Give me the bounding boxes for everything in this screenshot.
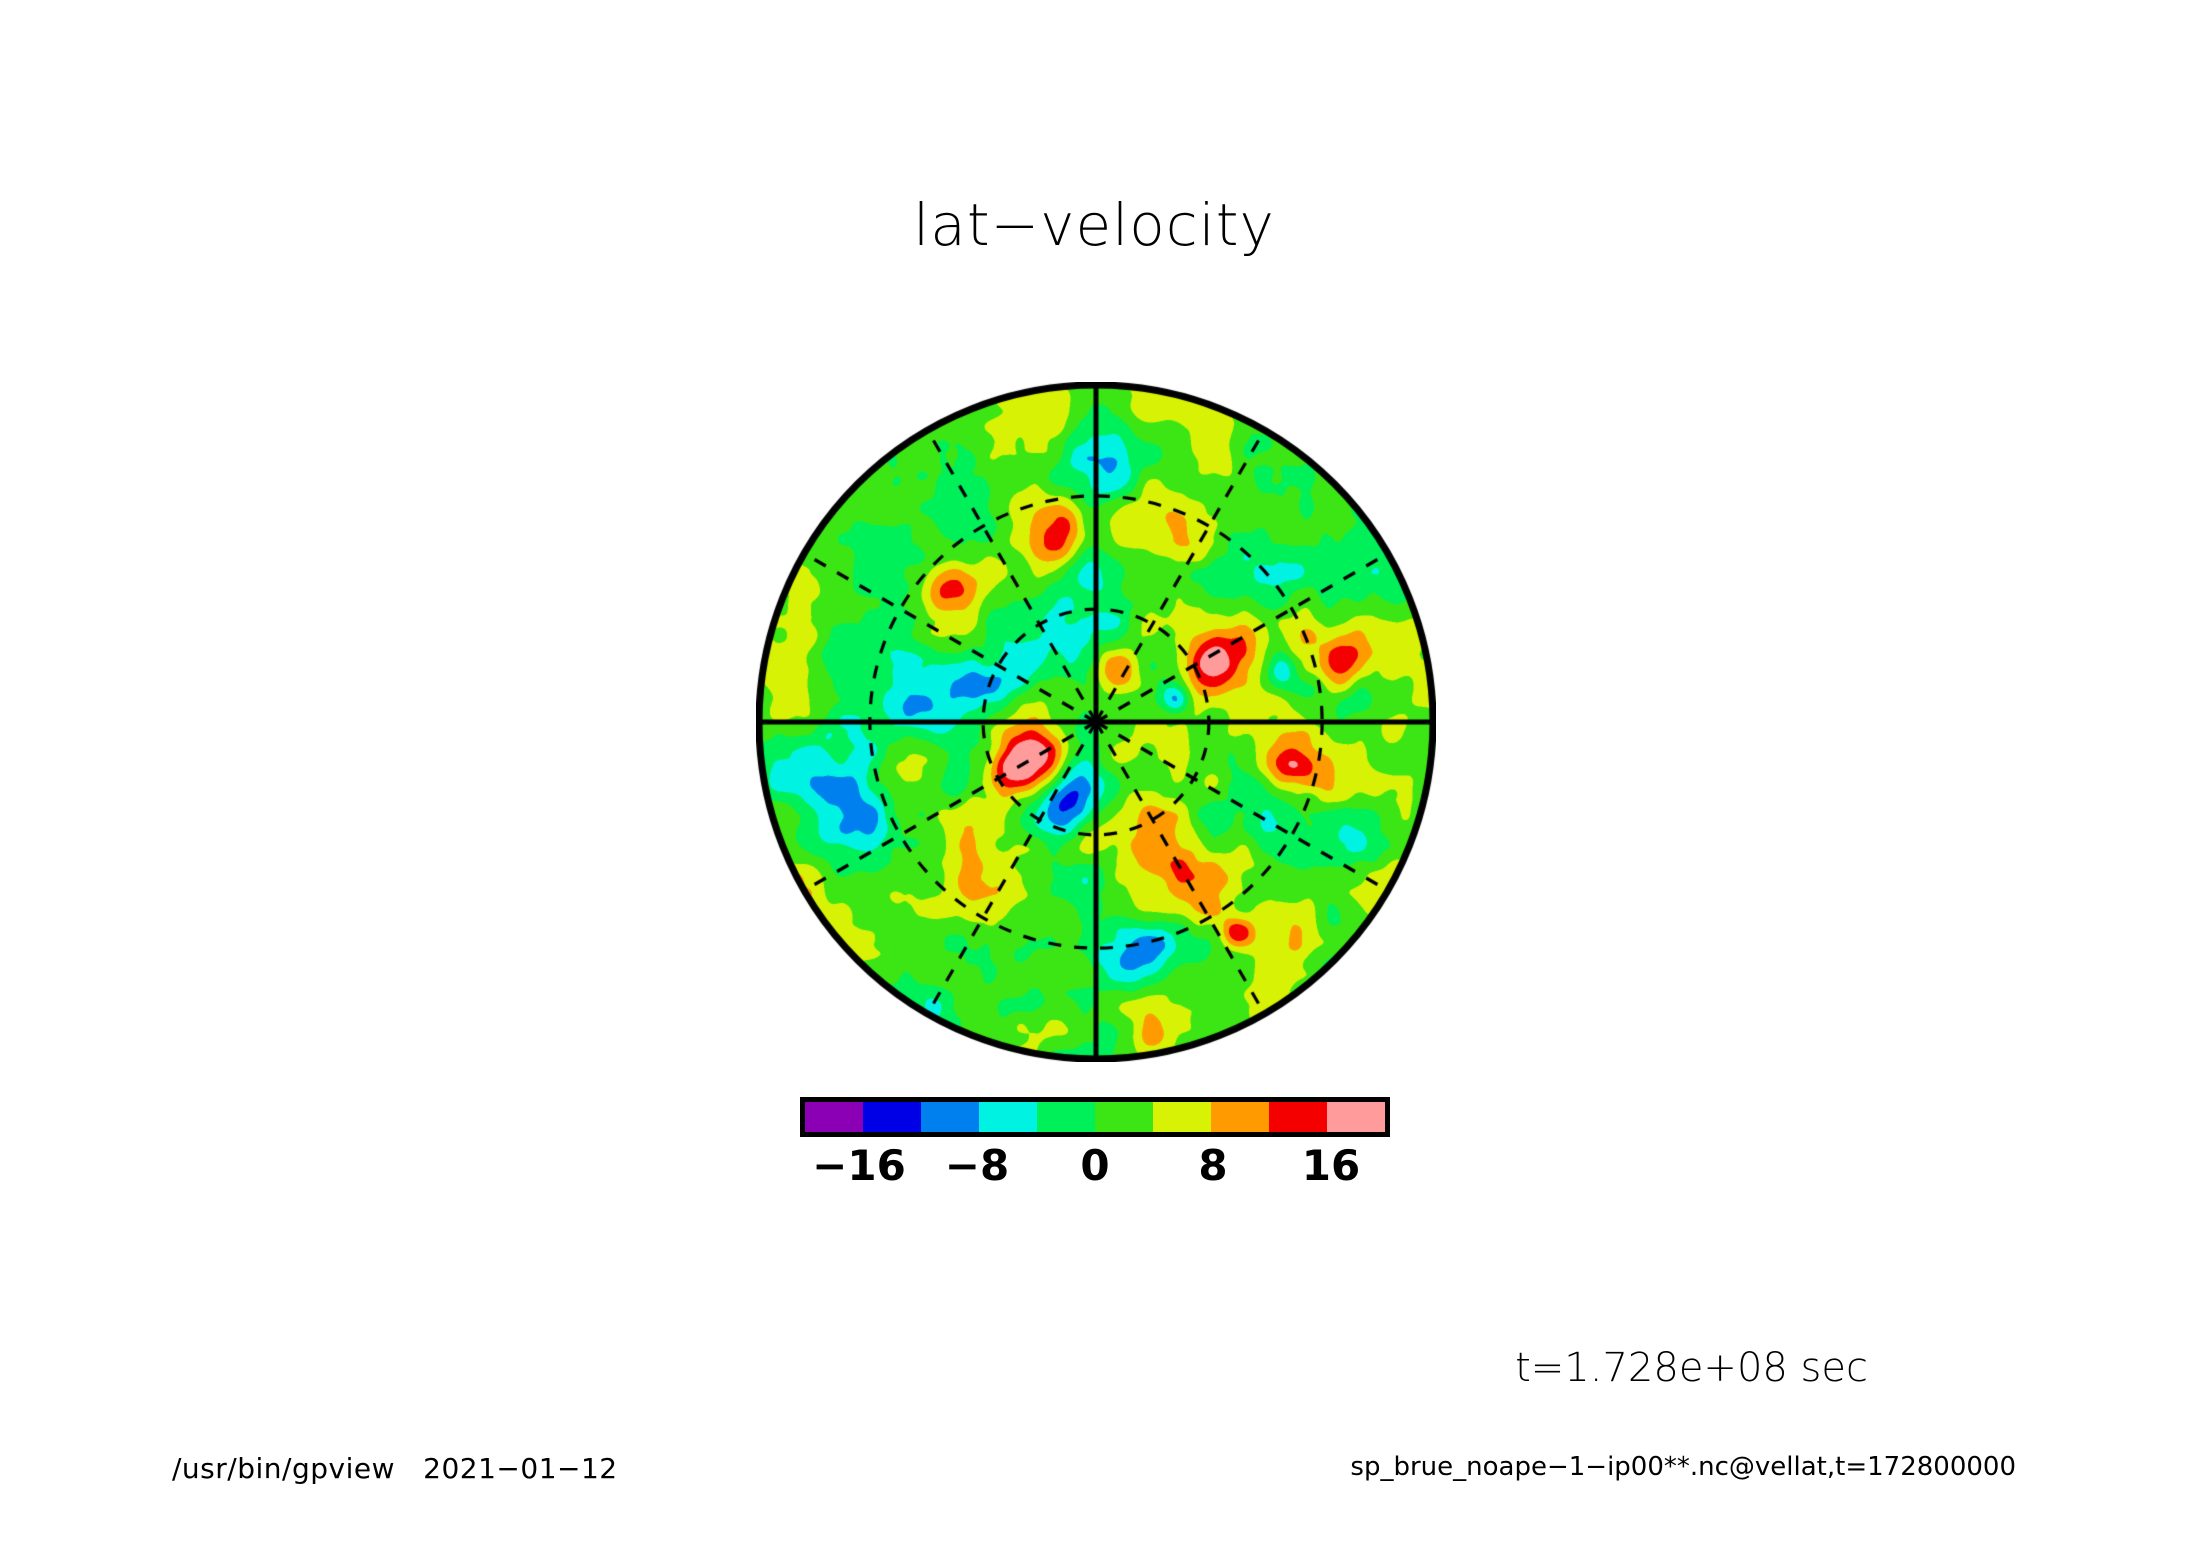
colorbar-tick-1: −8 xyxy=(944,1141,1010,1190)
colorbar-cell-blue xyxy=(863,1102,921,1132)
time-annotation: t=1.728e+08 sec xyxy=(1515,1345,1868,1391)
colorbar-cell-pink xyxy=(1327,1102,1385,1132)
colorbar-cell-yellow xyxy=(1153,1102,1211,1132)
colorbar-tick-4: 16 xyxy=(1301,1141,1361,1190)
colorbar-cell-spring-green xyxy=(1037,1102,1095,1132)
colorbar-cell-azure xyxy=(921,1102,979,1132)
colorbar-cell-green xyxy=(1095,1102,1153,1132)
colorbar-cell-red xyxy=(1269,1102,1327,1132)
colorbar-tick-labels: −16 −8 0 8 16 xyxy=(800,1141,1390,1197)
colorbar: −16 −8 0 8 16 xyxy=(800,1097,1390,1197)
colorbar-cell-orange xyxy=(1211,1102,1269,1132)
colorbar-cell-cyan xyxy=(979,1102,1037,1132)
colorbar-cell-purple xyxy=(805,1102,863,1132)
polar-map xyxy=(756,382,1436,1062)
colorbar-tick-0: −16 xyxy=(812,1141,906,1190)
page-title: lat−velocity xyxy=(913,191,1275,259)
colorbar-tick-2: 0 xyxy=(1080,1141,1110,1190)
colorbar-tick-3: 8 xyxy=(1198,1141,1228,1190)
footer-source-file: sp_brue_noape−1−ip00**.nc@vellat,t=17280… xyxy=(1350,1452,2016,1482)
polar-projection-canvas xyxy=(756,382,1436,1062)
footer-command-date: /usr/bin/gpview 2021−01−12 xyxy=(172,1452,618,1485)
colorbar-swatches xyxy=(800,1097,1390,1137)
